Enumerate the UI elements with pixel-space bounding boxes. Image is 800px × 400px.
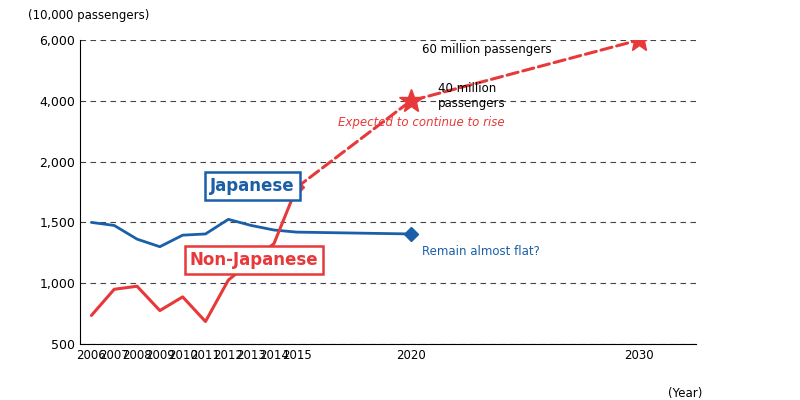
Text: Japanese: Japanese: [210, 177, 294, 195]
Text: Non-Japanese: Non-Japanese: [190, 251, 318, 270]
Text: Remain almost flat?: Remain almost flat?: [422, 245, 540, 258]
Text: Expected to continue to rise: Expected to continue to rise: [338, 116, 505, 128]
Text: (10,000 passengers): (10,000 passengers): [28, 9, 149, 22]
Text: 40 million
passengers: 40 million passengers: [438, 82, 506, 110]
Text: (Year): (Year): [668, 386, 702, 400]
Text: 60 million passengers: 60 million passengers: [422, 43, 552, 56]
